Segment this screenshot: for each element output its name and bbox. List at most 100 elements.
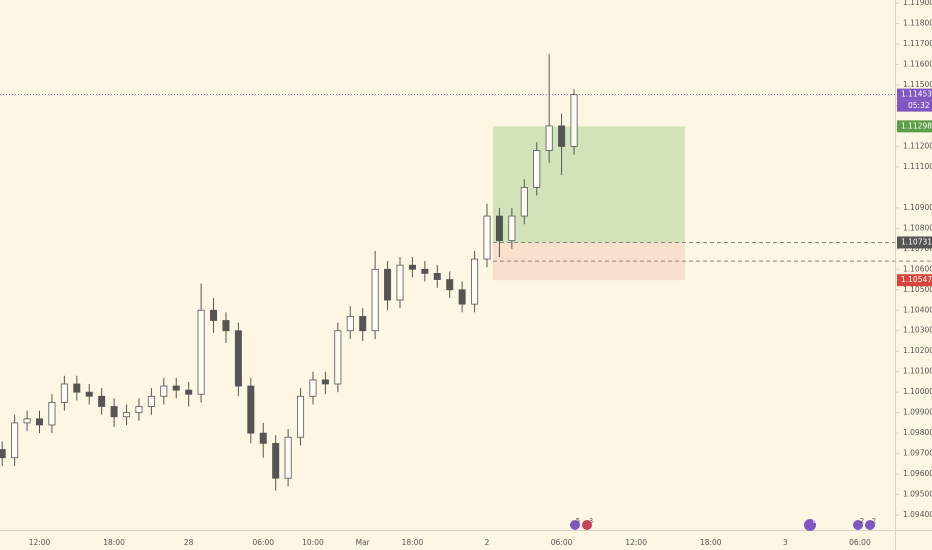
event-count: 2 [872,517,876,525]
y-tick-label: 1.09500 [903,490,932,499]
x-tick-label: 3 [783,538,788,547]
candle-body [570,94,578,147]
event-count: 5 [576,517,580,525]
candle-body [272,442,280,479]
x-tick-label: 28 [184,538,194,547]
candle-body [210,309,218,321]
x-tick-label: 06:00 [849,538,871,547]
candle-body [346,316,354,332]
target-zone [493,126,685,243]
candle-body [197,309,205,395]
candle-body [545,125,553,151]
y-tick-label: 1.10800 [903,223,932,232]
candle-body [446,279,454,291]
candle-body [284,436,292,479]
candle-body [558,125,566,147]
candle-body [234,330,242,387]
candle-body [85,391,93,397]
candle-body [0,449,6,459]
candle-body [533,150,541,188]
candle-body [222,320,230,332]
candle-body [309,379,317,397]
candle-body [458,289,466,305]
candle-body [334,330,342,385]
candle-body [98,395,106,407]
y-tick-label: 1.09700 [903,449,932,458]
candle-body [60,383,68,403]
candle-body [371,268,379,332]
candle-body [508,215,516,242]
entry-tag-label: 1.10731 [901,237,932,246]
event-icon[interactable] [804,519,816,531]
y-tick-label: 1.11700 [903,39,932,48]
target-tag-box [897,120,932,133]
event-count: 8 [813,517,817,525]
entry-tag-box [897,236,932,249]
candle-body [321,379,329,385]
x-tick-label: 18:00 [103,538,125,547]
event-icon[interactable] [865,520,875,530]
y-tick-label: 1.10100 [903,367,932,376]
target-tag-label: 1.11298 [901,121,932,130]
candle-body [23,418,31,424]
y-tick-label: 1.10300 [903,326,932,335]
x-tick-label: 12:00 [625,538,647,547]
y-tick-label: 1.11200 [903,141,932,150]
x-tick-label: 06:00 [252,538,274,547]
countdown-box [897,100,932,112]
y-tick-label: 1.10900 [903,203,932,212]
candle-body [421,268,429,274]
x-tick-label: 18:00 [402,538,424,547]
candle-body [135,406,143,414]
candle-body [247,385,255,434]
event-icon[interactable] [570,520,580,530]
candle-body [471,258,479,305]
y-tick-label: 1.09800 [903,428,932,437]
event-icon[interactable] [853,520,863,530]
y-tick-label: 1.11900 [903,0,932,7]
current-price-tag-box [897,88,932,101]
candle-body [408,264,416,270]
candle-body [11,422,19,459]
stop-tag-box [897,274,932,287]
y-tick-label: 1.11100 [903,162,932,171]
current-price-tag-label: 1.11453 [901,90,932,99]
candle-body [48,402,56,426]
candle-body [396,264,404,301]
candle-body [73,383,81,393]
candle-body [259,432,267,444]
x-tick-label: Mar [356,538,371,547]
y-tick-label: 1.09600 [903,469,932,478]
y-tick-label: 1.09900 [903,408,932,417]
x-tick-label: 12:00 [29,538,51,547]
event-count: 2 [860,517,864,525]
candle-body [495,215,503,242]
candle-body [359,316,367,332]
candle-body [172,385,180,391]
countdown: 05:32 [908,101,930,110]
y-tick-label: 1.11600 [903,60,932,69]
y-tick-label: 1.10400 [903,305,932,314]
event-icon[interactable] [582,520,592,530]
x-tick-label: 06:00 [551,538,573,547]
candle-body [110,406,118,418]
stop-tag-label: 1.10547 [901,275,932,284]
y-tick-label: 1.10200 [903,346,932,355]
candle-body [297,395,305,438]
candle-body [185,389,193,395]
x-tick-label: 2 [485,538,490,547]
y-tick-label: 1.09400 [903,510,932,519]
events[interactable]: 5 3 8 2 2 [570,517,876,531]
candle-body [520,186,528,217]
y-tick-label: 1.10500 [903,285,932,294]
y-tick-label: 1.11800 [903,19,932,28]
position-zones [493,126,932,281]
candle-body [384,268,392,301]
event-count: 3 [589,517,593,525]
x-tick-label: 18:00 [700,538,722,547]
y-tick-label: 1.10000 [903,387,932,396]
y-tick-label: 1.11500 [903,80,932,89]
candle-body [483,215,491,260]
